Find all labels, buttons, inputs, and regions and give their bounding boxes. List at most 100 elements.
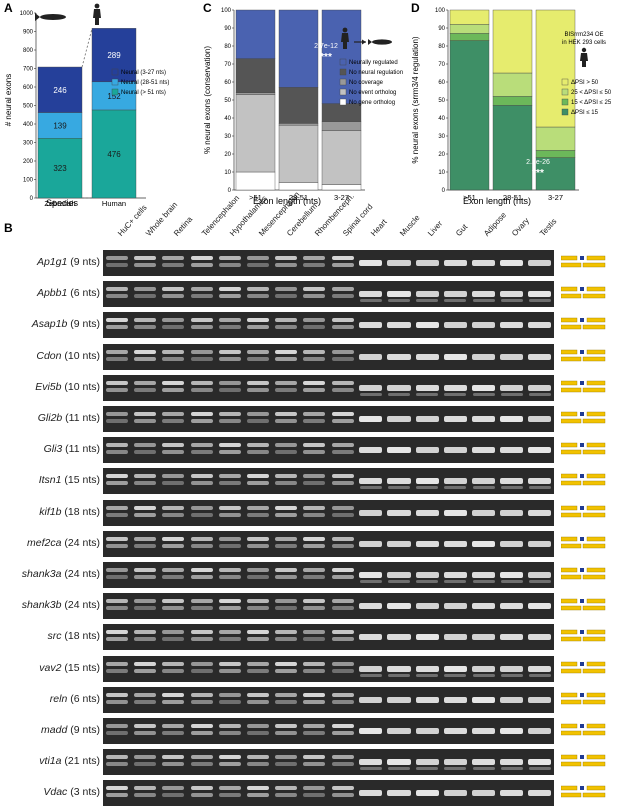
gel-image <box>103 343 554 370</box>
gel-band <box>190 256 213 260</box>
exon-length: (10 nts) <box>61 380 100 393</box>
gel-band <box>528 392 551 396</box>
gel-band <box>275 762 298 767</box>
panel-a-value-label: 289 <box>107 51 121 60</box>
gel-band <box>387 665 411 672</box>
gel-band <box>443 665 467 672</box>
gel-band <box>134 724 157 728</box>
gel-band <box>134 474 157 479</box>
gel-band <box>500 392 523 396</box>
gel-band <box>415 260 439 266</box>
gene-name: Itsn1 <box>38 474 62 487</box>
panel-a-legend-label: Neural (> 51 nts) <box>121 90 166 96</box>
gel-band <box>359 767 382 771</box>
gene-name: madd <box>41 724 68 736</box>
gel-band <box>247 387 270 392</box>
panel-c-pvalue: 2.7e-12 <box>314 43 338 50</box>
gel-image <box>103 562 554 588</box>
gel-band <box>190 692 213 697</box>
gel-band <box>415 790 439 797</box>
gel-image <box>103 686 554 713</box>
gel-band <box>331 474 354 479</box>
gene-name: vav2 <box>39 661 62 674</box>
gel-band <box>106 762 129 767</box>
gel-band <box>443 322 467 329</box>
panel-a-ytick-label: 300 <box>23 141 34 147</box>
gene-label: shank3b (24 nts) <box>8 590 100 621</box>
gel-band <box>303 543 326 548</box>
gel-band <box>331 356 354 361</box>
gel-band <box>162 505 185 510</box>
gel-band <box>218 637 241 642</box>
gel-band <box>218 536 241 541</box>
gel-band <box>190 661 213 666</box>
gel-band <box>247 543 270 548</box>
gel-band <box>471 696 496 703</box>
gel-band <box>331 668 354 673</box>
gel-band <box>247 356 270 361</box>
gel-band <box>134 661 157 666</box>
gel-image <box>103 593 554 620</box>
gel-band <box>247 474 270 479</box>
panel-a-ylabel: # neural exons <box>4 74 13 126</box>
gel-band <box>472 299 495 303</box>
gel-band <box>106 512 129 517</box>
panel-d-legend-label: ΔPSI ≤ 15 <box>571 110 599 116</box>
gel-band <box>134 294 157 299</box>
panel-d-ytick-label: 100 <box>435 8 446 14</box>
gel-band <box>415 509 439 516</box>
gel-band <box>190 793 213 798</box>
gel-band <box>303 512 326 517</box>
gel-band <box>162 481 185 486</box>
panel-d-legend-swatch <box>561 108 569 116</box>
gel-band <box>331 287 354 292</box>
gel-band <box>359 478 383 485</box>
gel-band <box>528 509 552 516</box>
gel-band <box>471 509 496 516</box>
panel-c-bar-segment <box>278 9 319 88</box>
gel-band <box>275 380 298 385</box>
gel-band <box>359 540 383 547</box>
gel-band <box>162 380 185 385</box>
gel-band <box>190 450 213 455</box>
gel-band <box>528 478 552 485</box>
gene-label: shank3a (24 nts) <box>8 559 100 590</box>
gel-band <box>500 634 524 641</box>
panel-a-ytick-label: 1000 <box>20 11 34 17</box>
exon-length: (6 nts) <box>67 692 100 705</box>
gel-band <box>387 353 411 360</box>
gel-image <box>103 499 554 526</box>
gel-band <box>162 755 185 760</box>
panel-c-stars: *** <box>320 52 332 63</box>
gel-band <box>303 450 326 455</box>
gel-band <box>528 634 552 641</box>
isoform-icon <box>561 723 606 736</box>
gel-band <box>106 661 129 666</box>
gel-image <box>103 530 554 557</box>
gel-band <box>162 637 185 642</box>
gel-band <box>415 696 439 703</box>
panel-a-value-label: 152 <box>107 92 121 101</box>
gel-band <box>106 380 129 385</box>
gel-band <box>190 755 213 760</box>
gene-name: Apbb1 <box>36 287 68 300</box>
gel-band <box>218 793 241 798</box>
gel-row: Gli3 (11 nts) <box>0 434 617 465</box>
gel-band <box>134 325 157 330</box>
gel-band <box>528 696 552 703</box>
panel-d-legend-swatch <box>561 88 569 96</box>
gel-band <box>303 349 326 354</box>
panel-a-bar-segment <box>37 138 83 199</box>
gel-band <box>387 447 411 454</box>
gel-band <box>106 606 129 611</box>
gene-name: Evi5b <box>35 380 62 393</box>
gel-band <box>162 661 185 666</box>
gel-band <box>218 755 241 760</box>
gel-band <box>500 486 523 490</box>
gel-band <box>331 731 354 735</box>
gel-band <box>303 637 326 642</box>
gel-band <box>218 387 241 392</box>
gel-band <box>218 568 241 572</box>
gel-band <box>415 572 439 578</box>
gel-band <box>387 790 411 797</box>
